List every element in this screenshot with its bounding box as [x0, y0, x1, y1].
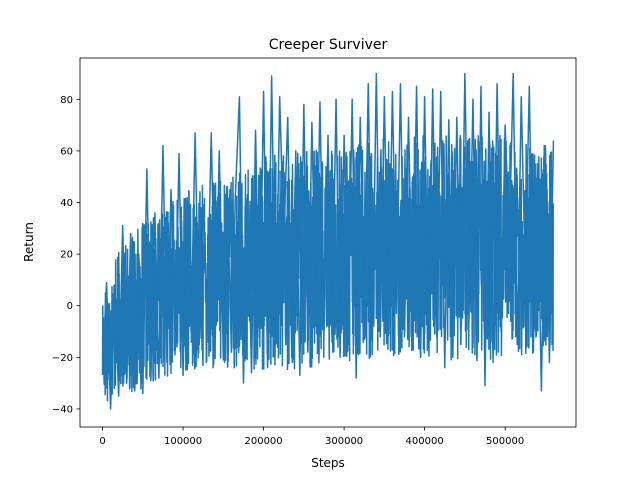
y-tick-label: 80 — [60, 95, 73, 106]
data-layer — [101, 72, 555, 410]
x-axis-label: Steps — [311, 456, 345, 470]
x-tick-label: 200000 — [244, 436, 282, 447]
x-tick-label: 500000 — [486, 436, 524, 447]
y-tick-label: 40 — [60, 198, 73, 209]
axis-layer: 0 100000 200000 300000 400000 500000 −40 −20 0 20… — [52, 95, 524, 447]
plot-frame — [79, 57, 577, 428]
series-line — [101, 72, 555, 410]
y-axis-label: Return — [22, 222, 36, 262]
x-tick-label: 300000 — [325, 436, 363, 447]
x-tick-label: 100000 — [164, 436, 202, 447]
y-tick-label: −20 — [52, 353, 73, 364]
x-tick-label: 0 — [99, 436, 105, 447]
y-tick-label: −40 — [52, 404, 73, 415]
x-tick-label: 400000 — [406, 436, 444, 447]
y-tick-label: 0 — [67, 301, 73, 312]
y-tick-label: 20 — [60, 250, 73, 261]
chart-title: Creeper Surviver — [269, 37, 388, 53]
y-tick-label: 60 — [60, 146, 73, 157]
